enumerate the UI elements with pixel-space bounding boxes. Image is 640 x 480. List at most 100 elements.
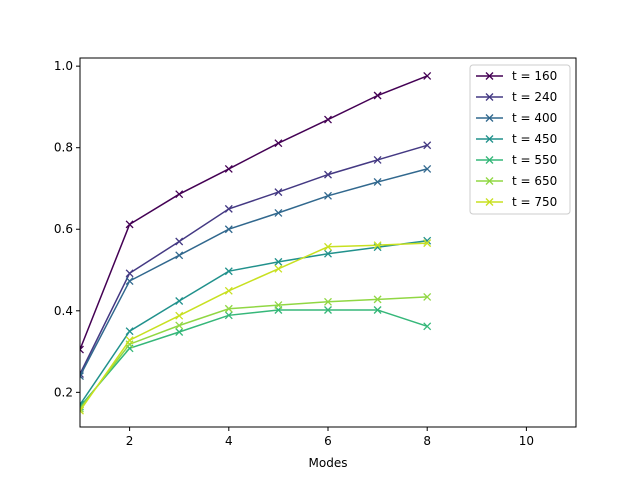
data-point-marker (80, 406, 84, 415)
series-group (80, 71, 432, 415)
series-2 (80, 164, 432, 380)
data-point-marker (224, 225, 233, 234)
series-0 (80, 71, 432, 354)
data-point-marker (175, 311, 184, 320)
legend-label: t = 400 (512, 111, 557, 125)
data-point-marker (175, 297, 184, 305)
data-point-marker (324, 115, 332, 124)
data-point-marker (324, 191, 332, 200)
series-line (80, 296, 428, 410)
legend: t = 160 t = 240 t = 400 t = 450 t = 550 t = 6… (469, 64, 571, 215)
data-point-marker (324, 297, 332, 306)
x-tick-label: 4 (225, 434, 233, 448)
data-point-marker (125, 269, 134, 278)
data-point-marker (175, 321, 184, 330)
data-point-marker (274, 264, 283, 273)
legend-marker (485, 135, 494, 143)
data-point-marker (373, 295, 382, 304)
x-tick-label: 8 (423, 434, 431, 448)
y-tick-label: 0.6 (54, 222, 73, 236)
data-point-marker (224, 164, 233, 173)
series-line (80, 239, 428, 406)
data-point-marker (175, 190, 184, 199)
legend-item: t = 650 (476, 174, 557, 188)
legend-label: t = 160 (512, 69, 557, 83)
data-point-marker (224, 286, 233, 295)
data-point-marker (324, 242, 332, 251)
data-point-marker (274, 188, 283, 197)
data-point-marker (125, 336, 134, 345)
series-5 (80, 292, 432, 413)
data-point-marker (423, 292, 432, 301)
y-tick-label: 0.2 (54, 385, 73, 399)
data-point-marker (373, 306, 382, 314)
data-point-marker (373, 155, 382, 164)
series-line (80, 168, 428, 377)
data-point-marker (274, 257, 283, 266)
legend-item: t = 550 (476, 153, 557, 167)
data-point-marker (224, 311, 233, 320)
legend-item: t = 160 (476, 69, 557, 83)
data-point-marker (274, 208, 283, 217)
x-tick-label: 6 (324, 434, 332, 448)
data-point-marker (423, 322, 432, 331)
data-point-marker (423, 141, 432, 150)
data-point-marker (423, 164, 432, 173)
data-point-marker (373, 241, 382, 250)
legend-marker (485, 198, 494, 206)
series-1 (80, 141, 432, 378)
legend-label: t = 550 (512, 153, 557, 167)
data-point-marker (274, 301, 283, 310)
legend-label: t = 750 (512, 195, 557, 209)
legend-marker (485, 156, 494, 164)
data-point-marker (324, 306, 332, 314)
legend-item: t = 240 (476, 90, 557, 104)
y-tick-label: 1.0 (54, 59, 73, 73)
legend-marker (485, 177, 494, 185)
x-tick-label: 2 (126, 434, 134, 448)
legend-label: t = 650 (512, 174, 557, 188)
series-line (80, 75, 428, 350)
data-point-marker (125, 277, 134, 285)
data-point-marker (274, 139, 283, 148)
data-point-marker (373, 91, 382, 100)
legend-marker (485, 93, 494, 101)
data-point-marker (80, 345, 84, 354)
data-point-marker (125, 327, 134, 336)
legend-marker (485, 72, 494, 80)
series-line (80, 309, 428, 408)
x-tick-label: 10 (519, 434, 534, 448)
data-point-marker (175, 328, 184, 336)
series-line (80, 242, 428, 412)
x-axis-ticks: 2 4 6 8 10 (126, 427, 534, 448)
data-point-marker (423, 239, 432, 248)
series-3 (80, 236, 432, 409)
series-layer (80, 71, 432, 415)
y-tick-label: 0.8 (54, 141, 73, 155)
legend-label: t = 240 (512, 90, 557, 104)
data-point-marker (373, 177, 382, 186)
x-axis-label: Modes (309, 456, 348, 470)
legend-label: t = 450 (512, 132, 557, 146)
data-point-marker (80, 372, 84, 380)
data-point-marker (324, 170, 332, 179)
legend-items: t = 160 t = 240 t = 400 t = 450 t = 550 t = 6… (476, 69, 557, 209)
legend-item: t = 750 (476, 195, 557, 209)
data-point-marker (224, 204, 233, 213)
data-point-marker (423, 71, 432, 80)
legend-marker (485, 114, 494, 122)
series-line (80, 144, 428, 375)
legend-item: t = 400 (476, 111, 557, 125)
data-point-marker (175, 251, 184, 260)
legend-item: t = 450 (476, 132, 557, 146)
legend-frame (469, 64, 571, 215)
series-6 (80, 239, 432, 415)
series-4 (80, 306, 432, 411)
y-axis-ticks: 0.2 0.4 0.6 0.8 1.0 (54, 59, 80, 399)
data-point-marker (175, 237, 184, 246)
data-point-marker (224, 304, 233, 313)
data-point-marker (224, 267, 233, 276)
data-point-marker (125, 220, 134, 229)
data-point-marker (324, 249, 332, 258)
